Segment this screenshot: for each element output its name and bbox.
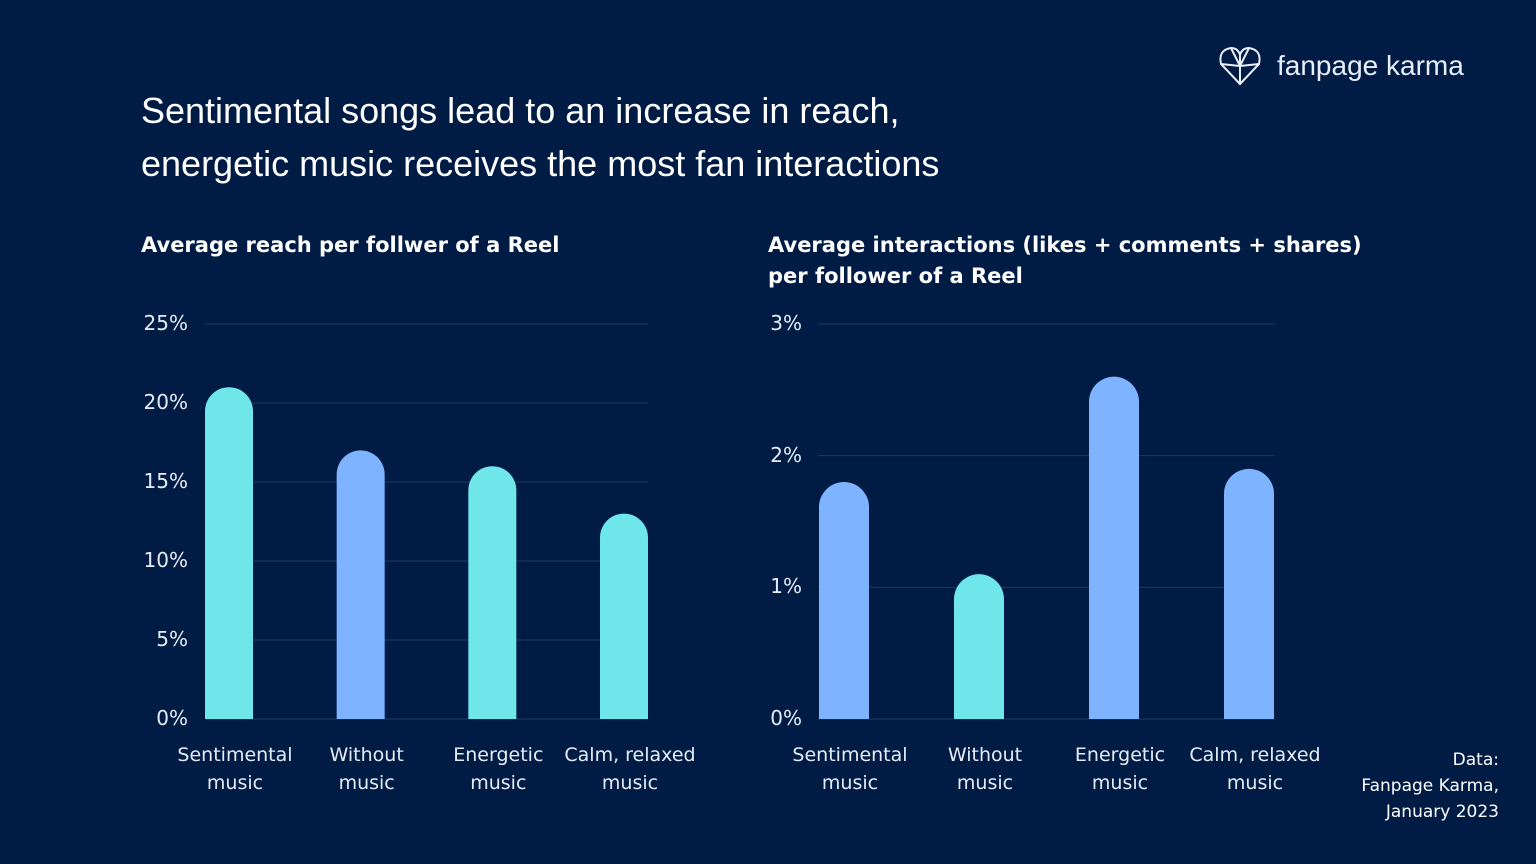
y-tick-label: 25% [143, 311, 188, 335]
x-tick-label: Without music [329, 744, 404, 794]
y-tick-label: 1% [770, 574, 802, 599]
x-tick-label: Energetic music [453, 744, 544, 794]
y-tick-label: 10% [143, 548, 188, 572]
x-tick-label: Calm, relaxed music [564, 744, 696, 794]
x-tick-label: Without music [947, 744, 1023, 794]
y-tick-label: 5% [156, 627, 188, 651]
bar [1089, 376, 1139, 719]
y-tick-label: 20% [143, 390, 188, 414]
bar [205, 387, 253, 719]
y-tick-label: 15% [143, 469, 188, 493]
y-tick-label: 0% [770, 706, 802, 730]
x-tick-label: Calm, relaxed music [1189, 744, 1321, 794]
bar [819, 482, 869, 719]
brand: fanpage karma [1277, 50, 1464, 81]
chart-title: Average reach per follwer of a Reel [141, 233, 560, 257]
bar [600, 513, 648, 719]
page-title: Sentimental songs lead to an increase in… [141, 90, 940, 184]
y-tick-label: 3% [770, 311, 802, 335]
bar [954, 574, 1004, 719]
x-tick-label: Energetic music [1074, 744, 1166, 794]
logo-icon [1219, 46, 1261, 86]
y-tick-label: 2% [770, 442, 802, 467]
chart-title: Average interactions (likes + comments +… [768, 233, 1362, 288]
y-tick-label: 0% [156, 706, 188, 730]
x-tick-label: Sentimental music [177, 744, 293, 794]
source-note: Data: Fanpage Karma, January 2023 [1361, 750, 1499, 822]
bar [336, 450, 385, 719]
bar [1224, 468, 1274, 719]
x-tick-label: Sentimental music [792, 744, 908, 794]
bar [468, 466, 517, 719]
